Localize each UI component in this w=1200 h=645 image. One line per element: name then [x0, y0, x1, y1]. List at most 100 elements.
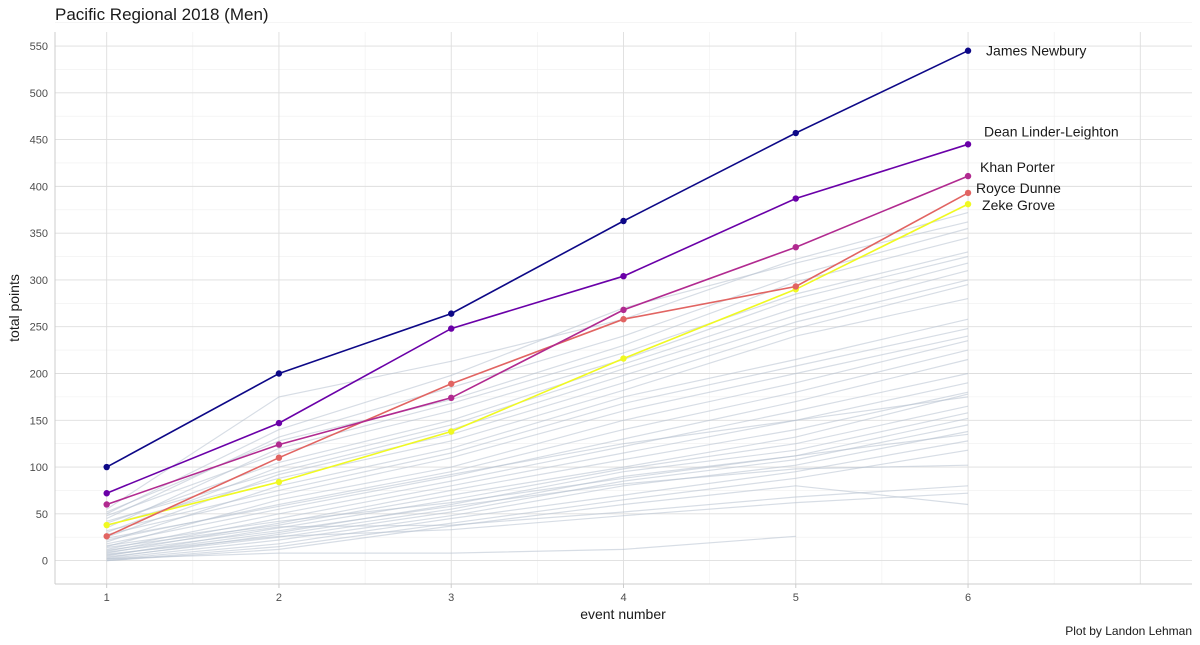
data-point-khan-porter — [448, 394, 455, 402]
data-point-dean-linder-leighton — [964, 141, 972, 148]
y-tick-label: 150 — [30, 415, 48, 427]
background-series-line — [106, 535, 796, 560]
background-series-line — [106, 318, 969, 543]
background-series-line — [106, 382, 969, 552]
y-tick-label: 350 — [30, 228, 48, 240]
background-series-line — [106, 449, 969, 562]
chart-title: Pacific Regional 2018 (Men) — [55, 5, 269, 24]
series-line-royce-dunne — [106, 192, 969, 538]
data-point-zeke-grove — [964, 200, 972, 208]
data-point-zeke-grove — [620, 355, 627, 362]
data-point-james-newbury — [103, 463, 110, 471]
background-series-line — [106, 372, 969, 550]
y-axis-title: total points — [6, 274, 22, 342]
x-axis-ticks: 1 2 3 4 5 6 — [104, 584, 971, 604]
x-axis-title: event number — [580, 606, 666, 622]
y-axis-ticks: 0 50 100 150 200 250 300 350 400 450 500 550 — [30, 41, 48, 568]
series-label-dean-linder-leighton: Dean Linder-Leighton — [984, 123, 1119, 139]
data-point-royce-dunne — [964, 189, 972, 197]
background-series-line — [106, 262, 969, 524]
background-series-line — [106, 227, 969, 520]
background-series-line — [106, 393, 969, 549]
background-series-lines — [106, 212, 969, 562]
highlighted-series-points — [103, 47, 972, 540]
background-series-line — [106, 349, 969, 541]
background-series-line — [106, 405, 969, 557]
chart-caption: Plot by Landon Lehman — [1065, 624, 1192, 638]
y-tick-label: 500 — [30, 88, 48, 100]
x-tick-label: 3 — [448, 592, 454, 604]
data-point-zeke-grove — [275, 478, 283, 486]
y-tick-label: 200 — [30, 368, 48, 380]
data-point-james-newbury — [792, 129, 799, 137]
background-series-line — [106, 284, 969, 538]
x-tick-label: 5 — [793, 592, 799, 604]
background-series-line — [106, 396, 969, 539]
background-series-line — [106, 335, 969, 535]
background-series-line — [106, 212, 969, 510]
x-tick-label: 6 — [965, 592, 971, 604]
background-series-line — [106, 358, 969, 545]
background-series-line — [106, 430, 969, 560]
background-series-line — [106, 391, 969, 554]
background-series-line — [106, 412, 969, 556]
data-point-james-newbury — [620, 217, 627, 225]
background-series-line — [106, 464, 969, 553]
series-line-dean-linder-leighton — [106, 143, 969, 494]
data-point-james-newbury — [275, 370, 283, 377]
data-point-khan-porter — [792, 243, 799, 251]
data-point-dean-linder-leighton — [792, 195, 799, 202]
data-point-dean-linder-leighton — [620, 272, 627, 280]
data-point-royce-dunne — [620, 316, 627, 323]
background-series-line — [106, 440, 969, 561]
data-point-royce-dunne — [103, 533, 110, 540]
data-point-royce-dunne — [792, 283, 799, 290]
background-series-line — [106, 298, 969, 526]
background-series-line — [106, 424, 969, 558]
data-point-khan-porter — [275, 441, 283, 448]
background-series-line — [106, 417, 969, 559]
data-point-khan-porter — [103, 501, 110, 508]
y-tick-label: 250 — [30, 322, 48, 334]
series-line-khan-porter — [106, 175, 969, 506]
background-series-line — [106, 279, 969, 522]
series-labels: James Newbury Dean Linder-Leighton Khan Po… — [976, 43, 1119, 213]
series-label-zeke-grove: Zeke Grove — [982, 197, 1055, 213]
background-series-line — [106, 485, 969, 562]
data-point-dean-linder-leighton — [275, 419, 283, 427]
data-point-james-newbury — [964, 47, 972, 54]
data-point-dean-linder-leighton — [103, 490, 110, 497]
series-line-james-newbury — [106, 49, 969, 468]
data-point-khan-porter — [620, 306, 627, 314]
x-tick-label: 2 — [276, 592, 282, 604]
background-series-line — [106, 270, 969, 534]
y-tick-label: 450 — [30, 135, 48, 147]
data-point-royce-dunne — [275, 454, 283, 461]
y-tick-label: 400 — [30, 181, 48, 193]
y-tick-label: 50 — [36, 509, 48, 521]
data-point-zeke-grove — [448, 428, 455, 435]
background-series-line — [106, 221, 969, 515]
x-tick-label: 1 — [104, 592, 110, 604]
highlighted-series-lines — [106, 49, 969, 538]
background-series-line — [106, 492, 969, 555]
series-label-khan-porter: Khan Porter — [980, 159, 1055, 175]
series-label-royce-dunne: Royce Dunne — [976, 180, 1061, 196]
data-point-james-newbury — [448, 310, 455, 317]
background-series-line — [106, 433, 969, 547]
y-tick-label: 0 — [42, 556, 48, 568]
data-point-khan-porter — [964, 172, 972, 180]
background-series-line — [106, 485, 969, 551]
background-series-line — [106, 340, 969, 548]
background-series-line — [106, 251, 969, 529]
data-point-royce-dunne — [448, 380, 455, 387]
y-tick-label: 100 — [30, 462, 48, 474]
background-series-line — [106, 328, 969, 532]
y-tick-label: 550 — [30, 41, 48, 53]
series-label-james-newbury: James Newbury — [986, 43, 1086, 59]
data-point-dean-linder-leighton — [448, 325, 455, 332]
data-point-zeke-grove — [103, 521, 110, 529]
series-line-zeke-grove — [106, 203, 969, 526]
y-tick-label: 300 — [30, 275, 48, 287]
